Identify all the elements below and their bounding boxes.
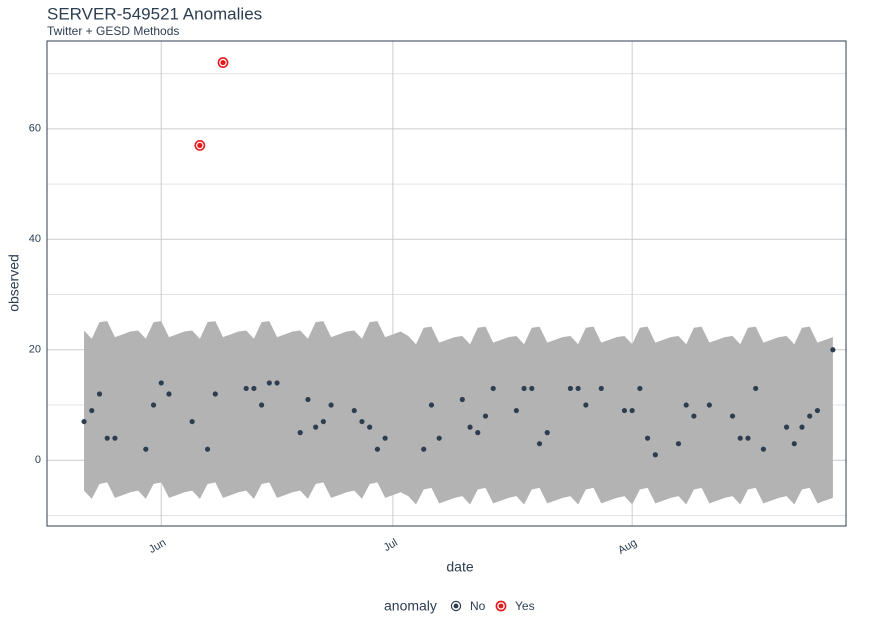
legend-marker (453, 603, 459, 609)
point (598, 385, 604, 392)
point (637, 385, 643, 392)
point (374, 446, 381, 452)
point (745, 435, 751, 441)
point (459, 396, 465, 403)
point (212, 391, 218, 397)
point (652, 452, 658, 458)
point (81, 418, 87, 425)
point (783, 424, 790, 430)
plot-border (46, 40, 847, 527)
point (482, 413, 489, 419)
anomaly-point (197, 142, 203, 149)
point (645, 435, 651, 441)
y-tick-label: 40 (29, 233, 41, 245)
point (351, 407, 357, 414)
point (799, 424, 805, 430)
point (475, 430, 481, 436)
point (189, 418, 195, 425)
point (436, 435, 442, 441)
point (104, 435, 110, 441)
point (305, 396, 311, 403)
point (760, 446, 766, 452)
point (328, 402, 334, 408)
point (567, 385, 574, 392)
point (243, 385, 249, 392)
point (675, 441, 682, 447)
point (621, 407, 628, 414)
anomaly-point (220, 59, 226, 66)
point (753, 385, 759, 392)
point (629, 407, 635, 414)
point (166, 391, 172, 397)
point (150, 402, 157, 408)
point (791, 441, 797, 447)
point (320, 418, 326, 425)
point (706, 402, 712, 408)
point (814, 407, 821, 414)
point (521, 385, 527, 392)
x-axis-label: date (446, 559, 473, 575)
legend-label: Yes (515, 599, 535, 613)
point (513, 407, 519, 414)
point (807, 413, 813, 419)
y-tick-label: 0 (35, 454, 41, 466)
normal-band (84, 321, 833, 505)
point (297, 430, 303, 436)
point (313, 424, 319, 430)
point (421, 446, 427, 452)
x-tick-label: Jun (147, 537, 168, 556)
y-tick-label: 20 (29, 344, 41, 356)
point (251, 385, 257, 392)
point (583, 402, 589, 408)
point (544, 430, 550, 436)
point (204, 446, 211, 452)
point (143, 446, 149, 452)
point (96, 391, 103, 397)
legend-title: anomaly (384, 598, 437, 614)
point (266, 380, 272, 386)
point (575, 385, 581, 392)
x-tick-label: Jul (382, 537, 400, 554)
legend-marker (498, 603, 504, 609)
point (729, 413, 736, 419)
point (274, 380, 280, 386)
point (529, 385, 535, 392)
point (428, 402, 435, 408)
point (830, 347, 836, 353)
point (158, 380, 164, 386)
point (683, 402, 689, 408)
legend-label: No (470, 599, 486, 613)
point (382, 435, 388, 441)
point (737, 435, 743, 441)
point (367, 424, 373, 430)
point (89, 407, 95, 414)
point (112, 435, 118, 441)
point (259, 402, 265, 408)
point (359, 418, 365, 425)
chart-title: SERVER-549521 Anomalies (47, 4, 262, 23)
point (691, 413, 697, 419)
y-tick-label: 60 (29, 123, 41, 135)
point (490, 385, 496, 392)
y-axis-label: observed (6, 254, 22, 312)
point (467, 424, 473, 430)
chart-subtitle: Twitter + GESD Methods (47, 24, 179, 38)
point (536, 441, 543, 447)
x-tick-label: Aug (616, 537, 639, 557)
